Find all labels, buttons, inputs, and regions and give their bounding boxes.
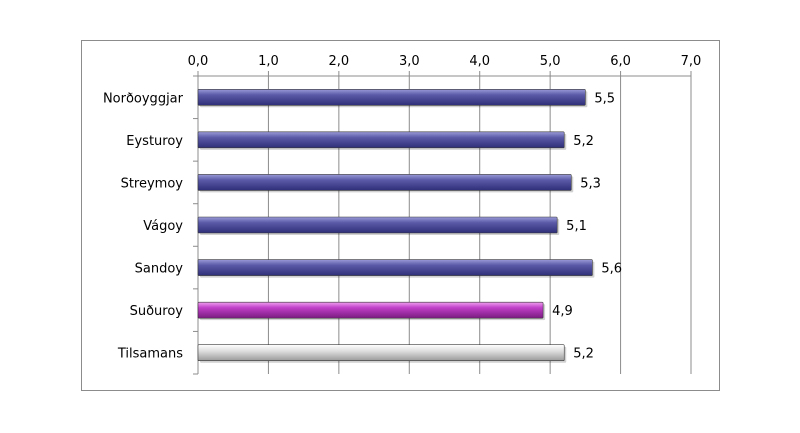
bar [197, 301, 544, 319]
data-label: 5,1 [566, 219, 587, 234]
x-tick-label: 2,0 [329, 54, 350, 69]
category-label: Tilsamans [117, 347, 183, 362]
category-label: Norðoyggjar [103, 91, 184, 106]
category-label: Suðuroy [130, 304, 184, 319]
category-label: Sandoy [135, 262, 184, 277]
data-label: 5,6 [601, 262, 622, 277]
category-label: Eysturoy [126, 134, 183, 149]
data-label: 5,2 [573, 134, 594, 149]
x-tick-label: 0,0 [188, 54, 209, 69]
bar [197, 88, 586, 106]
data-label: 5,5 [594, 91, 615, 106]
data-label: 5,3 [580, 176, 601, 191]
bar [197, 174, 572, 191]
data-label: 4,9 [552, 304, 573, 319]
x-tick-label: 5,0 [540, 54, 561, 69]
bar [197, 344, 565, 362]
x-tick-label: 7,0 [681, 54, 702, 69]
x-tick-label: 3,0 [399, 54, 420, 69]
data-label: 5,2 [573, 347, 594, 362]
category-label: Vágoy [143, 219, 183, 234]
x-tick-label: 4,0 [469, 54, 490, 69]
x-tick-label: 6,0 [610, 54, 631, 69]
bar [197, 259, 593, 276]
x-tick-label: 1,0 [258, 54, 279, 69]
category-label: Streymoy [121, 176, 184, 191]
bar [197, 131, 565, 149]
bar [197, 216, 558, 234]
